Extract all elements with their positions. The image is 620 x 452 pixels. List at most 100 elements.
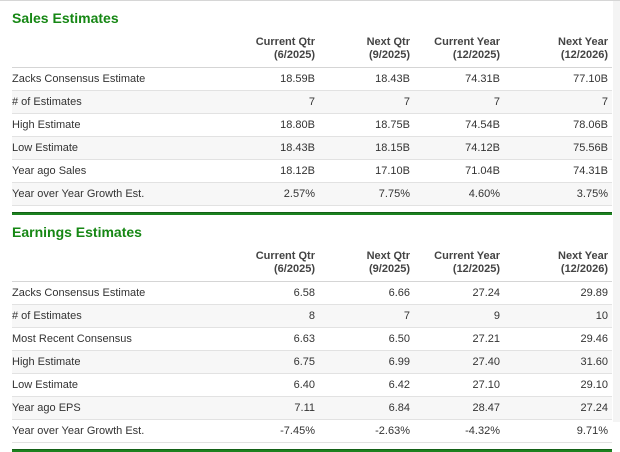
cell-value: 27.24	[504, 396, 612, 420]
table-row: High Estimate 18.80B 18.75B 74.54B 78.06…	[12, 113, 612, 137]
column-period: (12/2025)	[452, 263, 500, 275]
cell-value: 18.80B	[224, 113, 319, 137]
top-border	[0, 0, 620, 1]
row-label: Zacks Consensus Estimate	[12, 281, 224, 305]
column-header-current-year: Current Year (12/2025)	[414, 28, 504, 68]
cell-value: 77.10B	[504, 67, 612, 91]
column-header-next-qtr: Next Qtr (9/2025)	[319, 242, 414, 282]
cell-value: 27.21	[414, 327, 504, 351]
column-label: Current Year	[434, 36, 500, 48]
cell-value: 78.06B	[504, 113, 612, 137]
cell-value: 74.31B	[414, 67, 504, 91]
cell-value: 74.54B	[414, 113, 504, 137]
earnings-estimates-table: Current Qtr (6/2025) Next Qtr (9/2025) C…	[12, 242, 612, 443]
cell-value: 7	[414, 90, 504, 114]
cell-value: 9	[414, 304, 504, 328]
column-period: (6/2025)	[274, 49, 315, 61]
cell-value: 7	[319, 90, 414, 114]
cell-value: 6.84	[319, 396, 414, 420]
cell-value: 18.12B	[224, 159, 319, 183]
column-label: Current Year	[434, 250, 500, 262]
cell-value: 4.60%	[414, 182, 504, 206]
row-label: Low Estimate	[12, 136, 224, 160]
header-row: Current Qtr (6/2025) Next Qtr (9/2025) C…	[12, 242, 612, 282]
cell-value: 7	[224, 90, 319, 114]
cell-value: 6.63	[224, 327, 319, 351]
table-row: Year ago EPS 7.11 6.84 28.47 27.24	[12, 396, 612, 420]
row-label: Most Recent Consensus	[12, 327, 224, 351]
cell-value: 27.24	[414, 281, 504, 305]
cell-value: 7	[504, 90, 612, 114]
cell-value: 6.42	[319, 373, 414, 397]
table-row: Year over Year Growth Est. 2.57% 7.75% 4…	[12, 182, 612, 206]
cell-value: 27.10	[414, 373, 504, 397]
cell-value: 6.58	[224, 281, 319, 305]
column-label: Current Qtr	[255, 36, 315, 48]
cell-value: 27.40	[414, 350, 504, 374]
cell-value: 29.89	[504, 281, 612, 305]
cell-value: 18.75B	[319, 113, 414, 137]
cell-value: 6.75	[224, 350, 319, 374]
cell-value: 7.75%	[319, 182, 414, 206]
sales-estimates-section: Sales Estimates Current Qtr (6/2025) Nex…	[12, 1, 612, 206]
cell-value: 9.71%	[504, 419, 612, 443]
cell-value: 8	[224, 304, 319, 328]
cell-value: 2.57%	[224, 182, 319, 206]
column-header-next-qtr: Next Qtr (9/2025)	[319, 28, 414, 68]
table-row: Most Recent Consensus 6.63 6.50 27.21 29…	[12, 327, 612, 351]
row-label: # of Estimates	[12, 90, 224, 114]
cell-value: 7.11	[224, 396, 319, 420]
section-divider	[12, 212, 612, 215]
row-label: High Estimate	[12, 113, 224, 137]
earnings-estimates-section: Earnings Estimates Current Qtr (6/2025) …	[12, 215, 612, 443]
row-label: Year over Year Growth Est.	[12, 419, 224, 443]
cell-value: 6.99	[319, 350, 414, 374]
cell-value: 74.31B	[504, 159, 612, 183]
column-header-current-qtr: Current Qtr (6/2025)	[224, 28, 319, 68]
cell-value: -4.32%	[414, 419, 504, 443]
column-period: (12/2026)	[560, 263, 608, 275]
cell-value: 71.04B	[414, 159, 504, 183]
cell-value: 6.50	[319, 327, 414, 351]
header-spacer	[12, 242, 224, 282]
column-label: Next Qtr	[366, 36, 410, 48]
table-row: Zacks Consensus Estimate 18.59B 18.43B 7…	[12, 67, 612, 91]
page-gutter	[613, 1, 620, 422]
table-row: Year over Year Growth Est. -7.45% -2.63%…	[12, 419, 612, 443]
table-row: # of Estimates 8 7 9 10	[12, 304, 612, 328]
sales-estimates-table: Current Qtr (6/2025) Next Qtr (9/2025) C…	[12, 28, 612, 206]
column-header-next-year: Next Year (12/2026)	[504, 28, 612, 68]
row-label: Low Estimate	[12, 373, 224, 397]
column-label: Next Qtr	[366, 250, 410, 262]
cell-value: 28.47	[414, 396, 504, 420]
cell-value: -2.63%	[319, 419, 414, 443]
table-row: Low Estimate 6.40 6.42 27.10 29.10	[12, 373, 612, 397]
cell-value: 18.15B	[319, 136, 414, 160]
table-row: # of Estimates 7 7 7 7	[12, 90, 612, 114]
column-period: (12/2026)	[560, 49, 608, 61]
column-header-current-year: Current Year (12/2025)	[414, 242, 504, 282]
row-label: # of Estimates	[12, 304, 224, 328]
column-label: Next Year	[558, 36, 608, 48]
row-label: Year ago Sales	[12, 159, 224, 183]
cell-value: 75.56B	[504, 136, 612, 160]
column-period: (12/2025)	[452, 49, 500, 61]
sales-estimates-title: Sales Estimates	[12, 10, 119, 26]
estimates-content: Sales Estimates Current Qtr (6/2025) Nex…	[12, 1, 612, 452]
header-spacer	[12, 28, 224, 68]
column-period: (9/2025)	[369, 263, 410, 275]
cell-value: 6.66	[319, 281, 414, 305]
table-row: Year ago Sales 18.12B 17.10B 71.04B 74.3…	[12, 159, 612, 183]
column-period: (6/2025)	[274, 263, 315, 275]
row-label: High Estimate	[12, 350, 224, 374]
column-label: Next Year	[558, 250, 608, 262]
earnings-estimates-title: Earnings Estimates	[12, 224, 142, 240]
column-label: Current Qtr	[255, 250, 315, 262]
header-row: Current Qtr (6/2025) Next Qtr (9/2025) C…	[12, 28, 612, 68]
column-header-current-qtr: Current Qtr (6/2025)	[224, 242, 319, 282]
cell-value: 17.10B	[319, 159, 414, 183]
row-label: Year over Year Growth Est.	[12, 182, 224, 206]
cell-value: -7.45%	[224, 419, 319, 443]
cell-value: 29.46	[504, 327, 612, 351]
cell-value: 7	[319, 304, 414, 328]
